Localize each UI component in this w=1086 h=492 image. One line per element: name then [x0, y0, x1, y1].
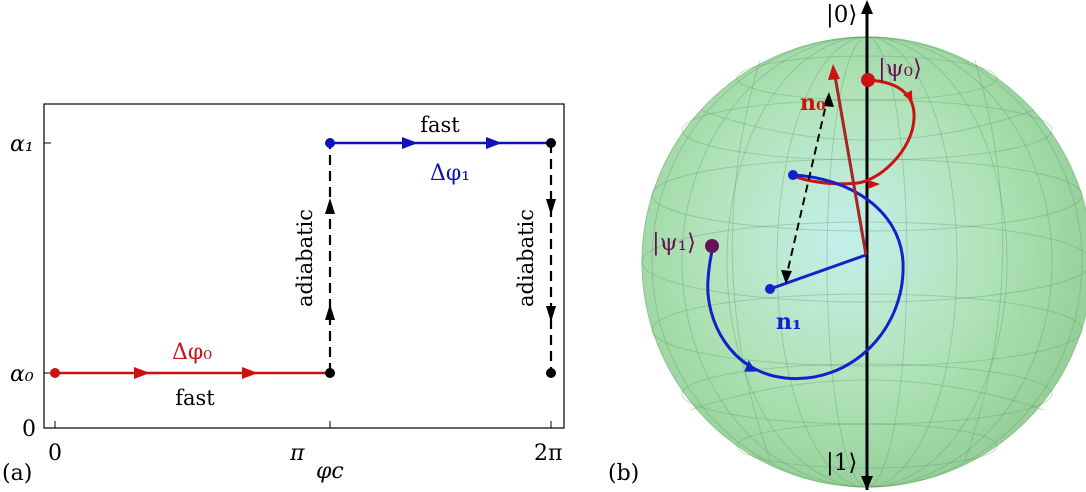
n1-label: n₁ — [776, 309, 802, 335]
dashed-arrowhead-top — [823, 92, 834, 107]
corner-point-pi-alpha0 — [325, 368, 335, 378]
delta-phi-1-label: Δφ₁ — [430, 161, 470, 186]
fast-label-bottom: fast — [175, 386, 215, 410]
adiabatic-down-arrow-2 — [546, 306, 556, 322]
blue-precession-path — [706, 173, 905, 381]
red-path-arrow-1 — [903, 90, 913, 102]
n0-label: n₀ — [800, 90, 826, 116]
psi0-point — [861, 73, 875, 87]
red-path-arrow-2 — [868, 180, 880, 189]
psi0-label: |ψ₀⟩ — [878, 56, 922, 82]
n0-vector — [833, 75, 868, 256]
psi1-label: |ψ₁⟩ — [652, 230, 696, 256]
blue-start-point-b — [788, 170, 798, 180]
end-point-2pi-alpha0 — [546, 368, 556, 378]
blue-path-arrow — [744, 360, 757, 372]
ytick-label-alpha1: α₁ — [10, 132, 34, 157]
z-axis-up-arrow — [861, 0, 873, 14]
z-axis-down-arrow — [861, 476, 873, 490]
n0-arrowhead — [828, 64, 840, 80]
xtick-label-pi: π — [289, 441, 305, 466]
adiabatic-down-arrow-1 — [546, 199, 556, 215]
x-axis-label: φc — [316, 459, 344, 484]
fast-label-top: fast — [420, 113, 460, 137]
panel-a: α₁ α₀ 0 0 π 2π φc fast fast Δφ₀ Δφ₁ adia… — [2, 103, 565, 486]
adiabatic-label-left: adiabatic — [293, 209, 317, 307]
plot-frame — [43, 103, 565, 429]
adiabatic-label-right: adiabatic — [514, 209, 538, 307]
xtick-label-zero: 0 — [48, 441, 62, 466]
ket1-label: |1⟩ — [826, 450, 857, 476]
panel-b: |0⟩ |1⟩ |ψ₀⟩ |ψ₁⟩ n₀ n₁ (b) — [608, 0, 1086, 490]
panel-a-label: (a) — [2, 461, 32, 486]
red-start-point — [50, 368, 60, 378]
blue-arrow-2 — [486, 137, 502, 149]
blue-arrow-1 — [402, 137, 418, 149]
red-arrow-2 — [242, 367, 258, 379]
n1-tip — [765, 284, 775, 294]
red-arrow-1 — [134, 367, 150, 379]
dashed-arrowhead-bottom — [781, 270, 792, 284]
ytick-label-zero: 0 — [22, 417, 36, 442]
xtick-label-2pi: 2π — [534, 441, 562, 466]
psi1-point — [705, 239, 719, 253]
adiabatic-up-arrow-2 — [325, 304, 335, 320]
ytick-label-alpha0: α₀ — [10, 362, 34, 387]
blue-start-point — [325, 138, 335, 148]
delta-phi-0-label: Δφ₀ — [172, 340, 212, 365]
adiabatic-up-arrow-1 — [325, 198, 335, 214]
ket0-label: |0⟩ — [826, 2, 857, 28]
dashed-transition-arrow — [785, 95, 829, 279]
panel-b-label: (b) — [608, 461, 639, 486]
